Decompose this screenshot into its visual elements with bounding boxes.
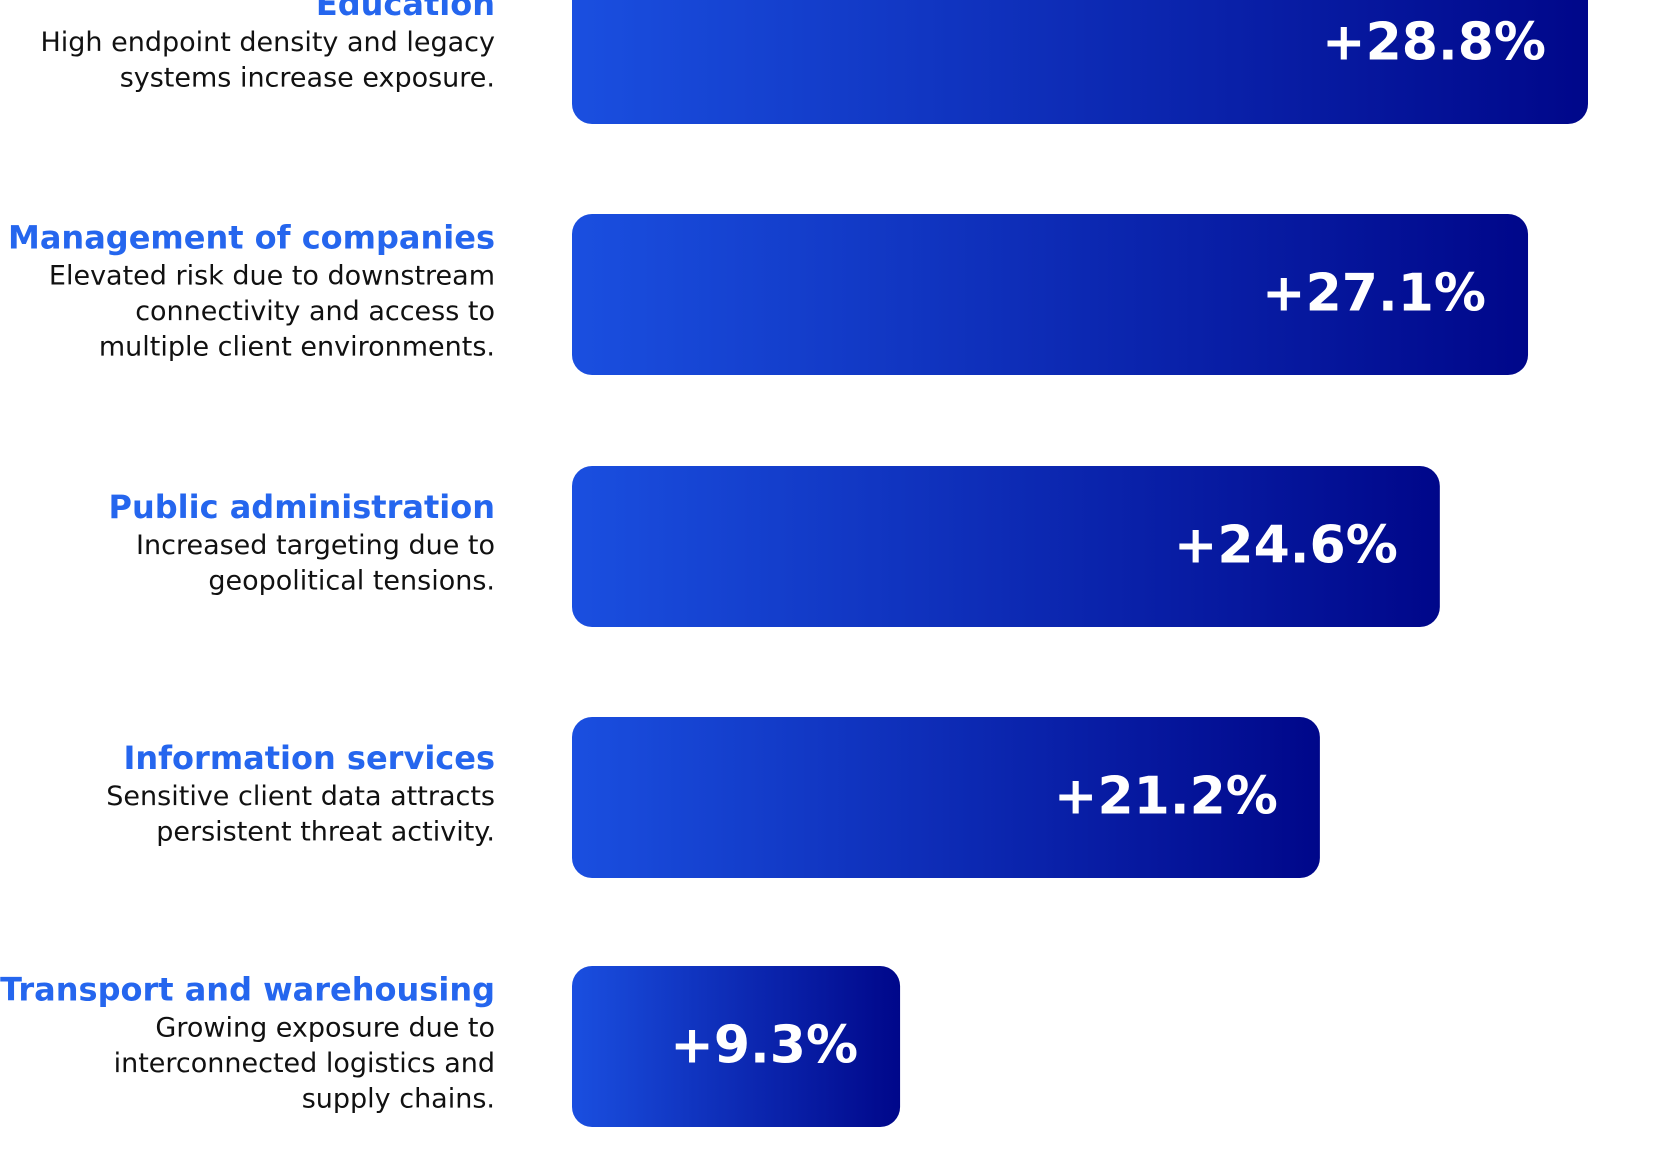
category-description: Growing exposure due to: [155, 1012, 495, 1043]
category-description: persistent threat activity.: [156, 817, 495, 848]
category-description: supply chains.: [302, 1083, 495, 1114]
value-label: +24.6%: [1174, 516, 1398, 576]
category-label: Information services: [123, 739, 495, 777]
bar: [572, 466, 1440, 627]
category-description: Elevated risk due to downstream: [49, 260, 495, 291]
bar: [572, 0, 1588, 124]
category-description: interconnected logistics and: [114, 1048, 495, 1079]
category-label: Management of companies: [8, 218, 495, 256]
category-description: geopolitical tensions.: [208, 566, 495, 597]
category-description: High endpoint density and legacy: [40, 27, 495, 58]
value-label: +21.2%: [1054, 767, 1278, 827]
category-label: Education: [316, 0, 495, 23]
category-description: Increased targeting due to: [136, 530, 495, 561]
bar: [572, 214, 1529, 375]
bar: [572, 966, 901, 1127]
category-description: Sensitive client data attracts: [106, 781, 495, 812]
category-description: connectivity and access to: [135, 296, 495, 327]
value-label: +27.1%: [1262, 264, 1486, 324]
category-description: systems increase exposure.: [120, 63, 495, 94]
category-label: Transport and warehousing: [0, 970, 495, 1008]
category-description: multiple client environments.: [99, 331, 495, 362]
bar: [572, 717, 1320, 878]
value-label: +9.3%: [670, 1016, 858, 1076]
value-label: +28.8%: [1322, 13, 1546, 73]
category-label: Public administration: [109, 488, 496, 526]
